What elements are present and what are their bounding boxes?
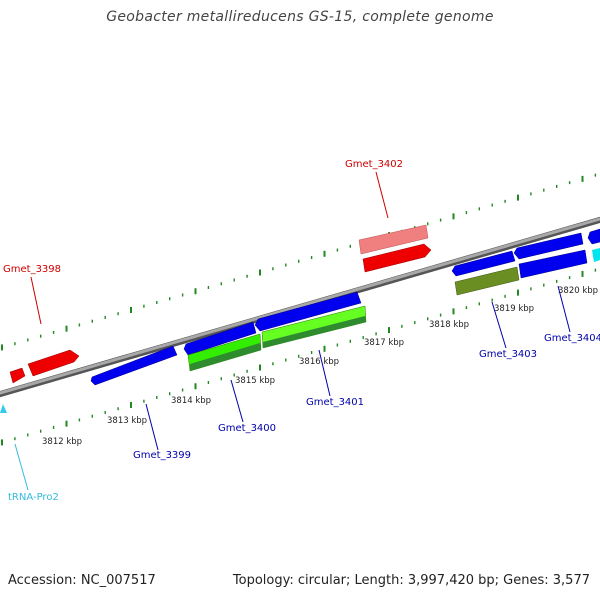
outer-tick-ring [1,173,597,351]
trna-pro2-feature[interactable] [0,404,7,413]
gene-gmet-3401-dark[interactable] [263,316,366,348]
gene-name-labels[interactable]: Gmet_3398 Gmet_3402 Gmet_3399 Gmet_3400 … [3,159,600,503]
gene-gmet-3399[interactable] [90,345,178,386]
label-leader-lines [14,171,571,491]
genome-summary-text: Topology: circular; Length: 3,997,420 bp… [232,573,590,588]
kbp-label: 3818 kbp [429,320,469,330]
gene-label-gmet-3399[interactable]: Gmet_3399 [133,450,191,461]
gene-gmet-3403-blue[interactable] [451,250,516,277]
kbp-label: 3819 kbp [494,304,534,314]
inner-tick-ring [1,268,597,446]
gene-gmet-3401-blue[interactable] [254,291,362,332]
gene-label-gmet-3403[interactable]: Gmet_3403 [479,349,537,360]
genome-title: Geobacter metallireducens GS-15, complet… [106,9,494,25]
kbp-label: 3816 kbp [299,357,339,367]
kbp-label: 3812 kbp [42,437,82,447]
gene-gmet-3402-light[interactable] [358,224,429,255]
gene-label-gmet-3402[interactable]: Gmet_3402 [345,159,403,170]
genome-backbone [0,216,600,398]
kbp-label: 3813 kbp [107,416,147,426]
kbp-label: 3817 kbp [364,338,404,348]
gene-label-gmet-3404[interactable]: Gmet_3404 [544,333,600,344]
gene-label-gmet-3401[interactable]: Gmet_3401 [306,397,364,408]
gene-edge-blue[interactable] [587,228,600,245]
gene-gmet-3400-dark[interactable] [190,343,261,371]
gene-label-gmet-3400[interactable]: Gmet_3400 [218,423,276,434]
gene-gmet-3404-blue[interactable] [513,232,584,260]
kbp-label: 3814 kbp [171,396,211,406]
gene-gmet-3398-small[interactable] [9,367,26,384]
kbp-label: 3820 kbp [558,286,598,296]
gene-gmet-3402[interactable] [362,243,432,273]
gene-features[interactable] [0,224,600,413]
kbp-scale-labels: 3812 kbp 3813 kbp 3814 kbp 3815 kbp 3816… [42,286,598,447]
gene-gmet-3398[interactable] [27,349,80,377]
gene-label-gmet-3398[interactable]: Gmet_3398 [3,264,61,275]
gene-edge-cyan[interactable] [592,248,600,262]
gene-label-trna-pro2[interactable]: tRNA-Pro2 [8,492,59,503]
kbp-label: 3815 kbp [235,376,275,386]
accession-text: Accession: NC_007517 [8,573,156,588]
gene-gmet-3404-blue-lower[interactable] [518,249,588,279]
gene-gmet-3403-olive[interactable] [454,266,520,296]
gene-gmet-3400-blue[interactable] [183,321,257,356]
